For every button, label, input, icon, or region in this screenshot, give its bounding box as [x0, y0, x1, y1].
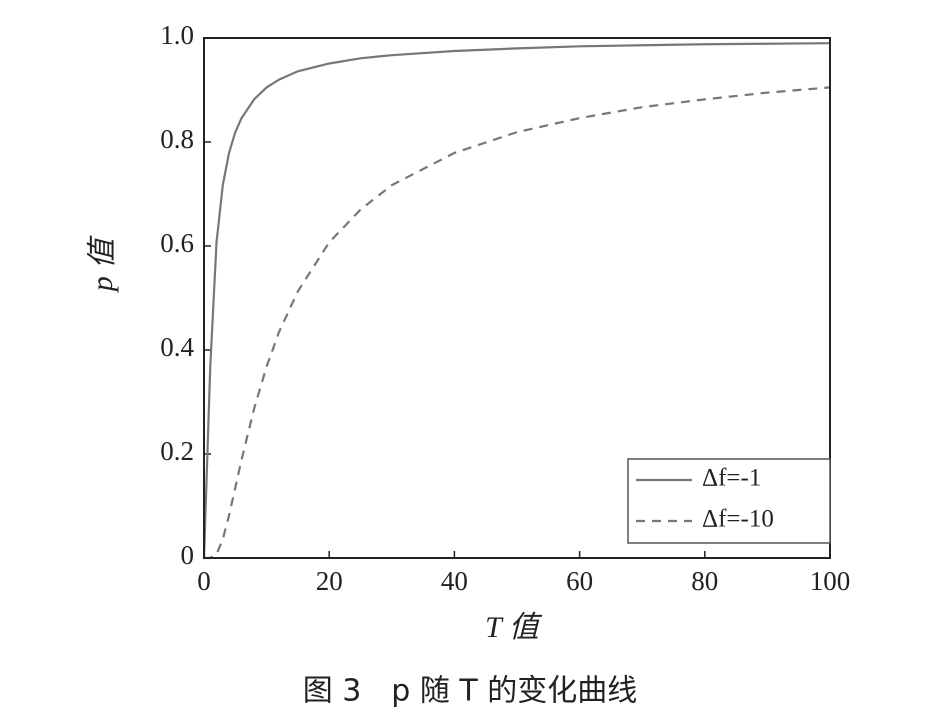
y-tick-label: 0.6 — [160, 228, 194, 258]
line-series — [204, 86, 831, 560]
plot-frame — [203, 37, 831, 559]
x-tick-label: 80 — [691, 566, 718, 596]
x-axis-label: T 值 — [485, 611, 543, 644]
line-series — [202, 42, 831, 559]
x-tick-label: 100 — [810, 566, 851, 596]
legend-label: Δf=-10 — [702, 506, 774, 533]
x-tick-label: 20 — [316, 566, 343, 596]
y-axis-label: p 值 — [86, 235, 119, 294]
legend-box — [627, 458, 831, 544]
x-tick-label: 60 — [566, 566, 593, 596]
y-tick-label: 1.0 — [160, 20, 194, 50]
y-tick-label: 0.4 — [160, 332, 194, 362]
x-tick-label: 0 — [197, 566, 211, 596]
y-tick-label: 0.2 — [160, 436, 194, 466]
y-tick-label: 0 — [181, 540, 195, 570]
legend-label: Δf=-1 — [702, 465, 761, 492]
x-tick-label: 40 — [441, 566, 468, 596]
caption: 图 3 p 随 T 的变化曲线 — [303, 674, 638, 709]
y-tick-label: 0.8 — [160, 124, 194, 154]
